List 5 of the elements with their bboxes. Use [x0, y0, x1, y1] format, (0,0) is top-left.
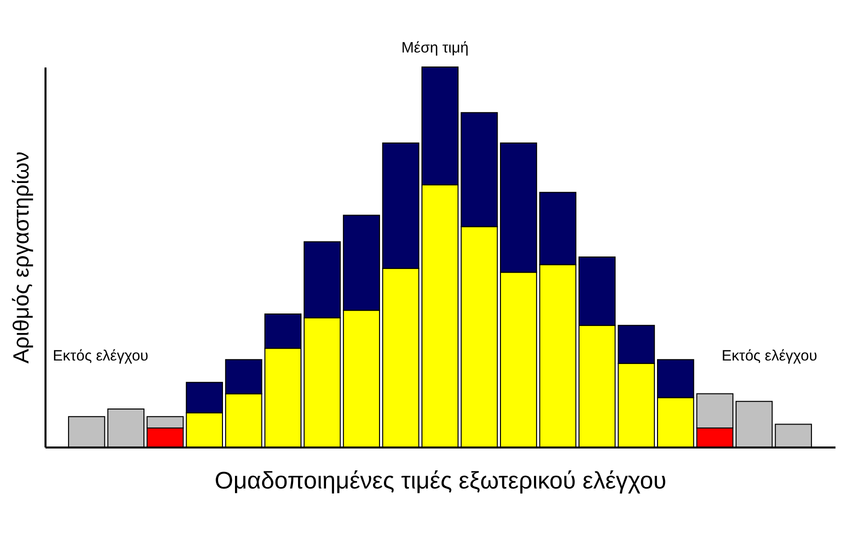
- y-axis-title: Αριθμός εργαστηρίων: [8, 151, 34, 364]
- annotation: Εκτός ελέγχου: [52, 347, 148, 364]
- x-axis-title: Ομαδοποιημένες τιμές εξωτερικού ελέγχου: [214, 468, 666, 494]
- annotation: Εκτός ελέγχου: [722, 347, 818, 364]
- text: Μέση τιμή: [401, 40, 469, 57]
